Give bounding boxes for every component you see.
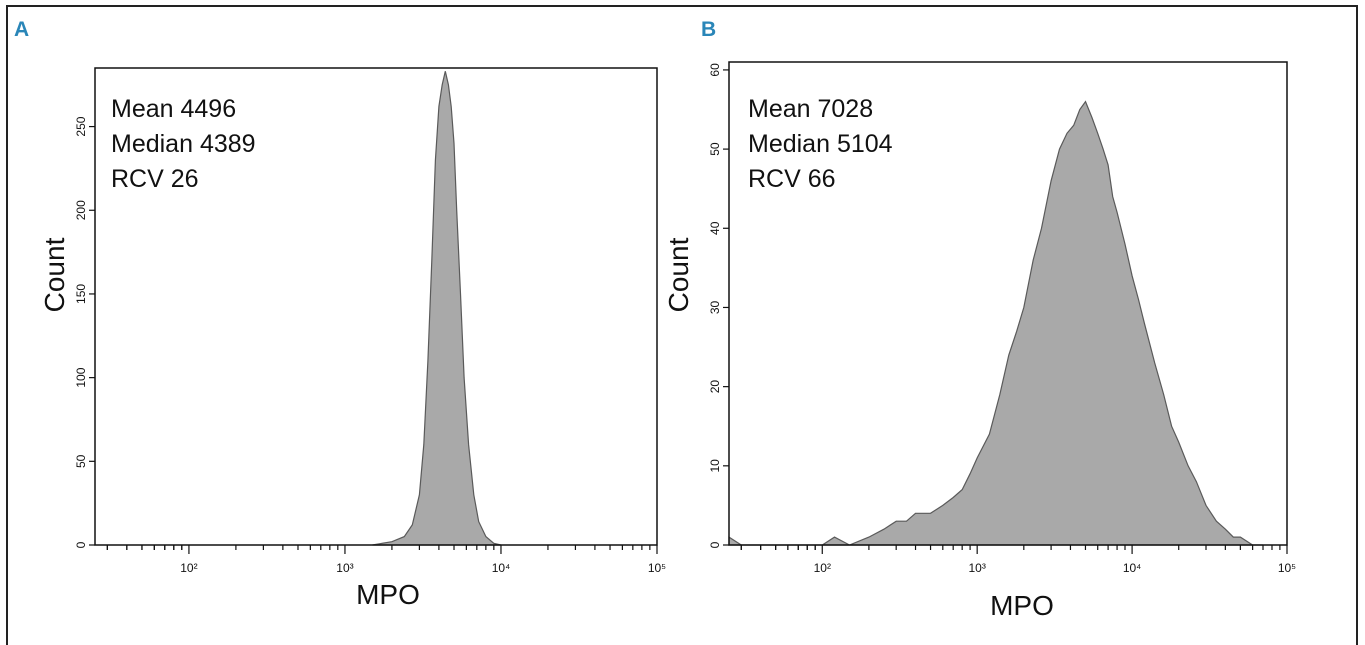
y-tick-label-a-200: 200 (74, 200, 88, 220)
panel-b: B 0 10 20 30 40 50 60 10² 10³ 10⁴ 10⁵ Mean 7028 Me… (663, 18, 1296, 621)
y-tick-label-b-50: 50 (708, 142, 722, 156)
x-tick-label-b-1000: 10³ (969, 561, 986, 575)
panel-b-xlabel: MPO (990, 590, 1054, 621)
figure-frame (6, 5, 1358, 645)
axes-box-b (728, 61, 1288, 546)
plot-area-b: 0 10 20 30 40 50 60 10² 10³ 10⁴ 10⁵ (708, 61, 1296, 575)
histogram-area-a (372, 71, 502, 546)
panel-a-median: Median 4389 (111, 130, 256, 158)
y-tick-label-b-30: 30 (708, 300, 722, 314)
panel-a-ylabel: Count (39, 237, 70, 312)
y-tick-label-b-60: 60 (708, 63, 722, 77)
panel-b-letter: B (701, 18, 716, 41)
x-tick-label-b-100: 10² (814, 561, 831, 575)
y-tick-label-b-0: 0 (708, 541, 722, 548)
x-tick-label-a-100: 10² (180, 561, 197, 575)
y-tick-label-a-50: 50 (74, 454, 88, 468)
panel-b-ylabel: Count (663, 237, 694, 312)
x-tick-label-a-100000: 10⁵ (648, 561, 666, 575)
plot-area-a: 0 50 100 150 200 250 10² 10³ 10⁴ 10⁵ (74, 67, 666, 575)
y-tick-label-a-100: 100 (74, 367, 88, 387)
panel-b-rcv: RCV 66 (748, 165, 836, 193)
panel-a-rcv: RCV 26 (111, 165, 199, 193)
y-tick-label-b-10: 10 (708, 459, 722, 473)
x-tick-label-b-100000: 10⁵ (1278, 561, 1296, 575)
panel-a-mean: Mean 4496 (111, 95, 236, 123)
panel-b-median: Median 5104 (748, 130, 893, 158)
y-tick-label-a-0: 0 (74, 541, 88, 548)
x-tick-label-a-10000: 10⁴ (492, 561, 511, 575)
y-tick-label-b-40: 40 (708, 221, 722, 235)
histogram-area-b (728, 100, 1263, 546)
y-tick-label-a-250: 250 (74, 116, 88, 136)
x-tick-label-a-1000: 10³ (336, 561, 353, 575)
panel-a-xlabel: MPO (356, 579, 420, 610)
y-tick-label-a-150: 150 (74, 284, 88, 304)
y-tick-label-b-20: 20 (708, 380, 722, 394)
axes-box-a (94, 67, 658, 546)
x-tick-label-b-10000: 10⁴ (1123, 561, 1142, 575)
panel-a-letter: A (14, 18, 29, 41)
panel-b-mean: Mean 7028 (748, 95, 873, 123)
